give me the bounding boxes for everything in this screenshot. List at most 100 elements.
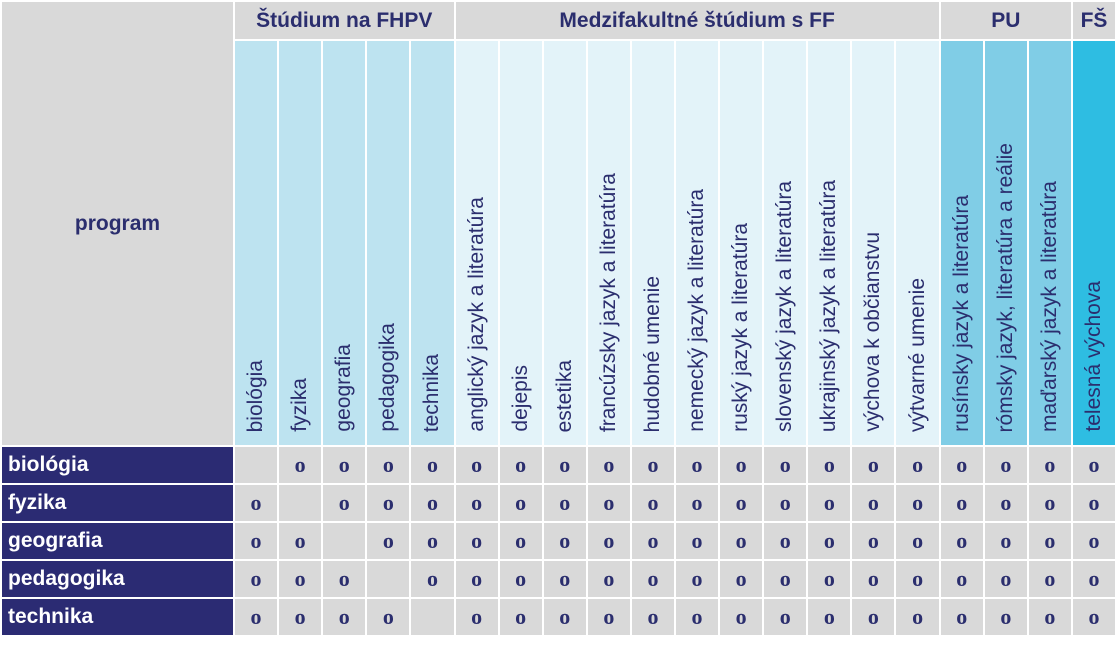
combination-cell: o <box>629 445 677 485</box>
subject-column-header: rusínsky jazyk a literatúra <box>938 39 985 447</box>
combination-cell <box>232 445 280 485</box>
combination-cell: o <box>673 483 721 523</box>
subject-column-label: rómsky jazyk, literatúra a reálie <box>993 142 1017 432</box>
combination-cell: o <box>1026 597 1073 637</box>
program-corner-label: program <box>0 0 235 447</box>
combination-cell: o <box>453 445 500 485</box>
combination-cell: o <box>982 521 1029 561</box>
combination-cell: o <box>321 597 368 637</box>
combination-cell: o <box>938 445 985 485</box>
combination-cell: o <box>1070 483 1115 523</box>
combination-cell: o <box>718 521 765 561</box>
row-program-label: biológia <box>0 445 235 485</box>
combination-cell: o <box>585 597 632 637</box>
combination-cell: o <box>497 559 544 599</box>
combination-cell: o <box>850 521 897 561</box>
row-program-label: technika <box>0 597 235 637</box>
combination-cell: o <box>894 597 941 637</box>
combination-cell: o <box>232 559 280 599</box>
subject-column-label: hudobné umenie <box>640 275 664 432</box>
combination-cell: o <box>232 521 280 561</box>
combination-cell: o <box>629 521 677 561</box>
subject-column-label: telesná výchova <box>1082 281 1106 432</box>
combination-cell: o <box>585 559 632 599</box>
combination-cell: o <box>718 559 765 599</box>
combination-cell: o <box>850 483 897 523</box>
combination-cell: o <box>982 559 1029 599</box>
subject-column-label: maďarský jazyk a literatúra <box>1037 181 1061 432</box>
subject-column-header: nemecký jazyk a literatúra <box>673 39 721 447</box>
combination-cell: o <box>453 521 500 561</box>
subject-column-header: ukrajinský jazyk a literatúra <box>806 39 853 447</box>
subject-column-label: ukrajinský jazyk a literatúra <box>817 179 841 432</box>
table-row: technika o o o o o o o o o o o o o o o o o o o <box>0 597 1115 637</box>
faculty-group-header: FŠ <box>1070 0 1115 41</box>
combination-cell: o <box>673 445 721 485</box>
combination-cell: o <box>277 521 324 561</box>
combination-cell: o <box>1070 559 1115 599</box>
subject-column-header: výchova k občianstvu <box>850 39 897 447</box>
combination-cell: o <box>629 559 677 599</box>
combination-cell: o <box>806 483 853 523</box>
combination-cell: o <box>497 445 544 485</box>
combination-cell: o <box>541 597 588 637</box>
combination-cell: o <box>938 521 985 561</box>
subject-column-label: biológia <box>244 359 268 432</box>
combination-cell: o <box>1070 597 1115 637</box>
combination-cell: o <box>585 521 632 561</box>
combination-cell: o <box>541 559 588 599</box>
subject-column-header: telesná výchova <box>1070 39 1115 447</box>
subject-column-label: ruský jazyk a literatúra <box>729 223 753 432</box>
subject-column-header: fyzika <box>277 39 324 447</box>
combination-cell: o <box>365 445 412 485</box>
combination-cell: o <box>850 559 897 599</box>
combination-cell: o <box>497 597 544 637</box>
faculty-group-header: Štúdium na FHPV <box>233 0 456 41</box>
combination-cell: o <box>806 521 853 561</box>
subject-column-header: biológia <box>232 39 280 447</box>
subject-column-label: slovenský jazyk a literatúra <box>773 181 797 432</box>
combination-cell: o <box>938 597 985 637</box>
subject-column-label: nemecký jazyk a literatúra <box>685 189 709 432</box>
combination-cell: o <box>585 483 632 523</box>
combination-cell: o <box>277 445 324 485</box>
combination-cell: o <box>629 597 677 637</box>
combination-cell: o <box>718 483 765 523</box>
combination-cell: o <box>894 559 941 599</box>
combination-cell: o <box>1026 559 1073 599</box>
combination-cell: o <box>673 521 721 561</box>
combination-cell: o <box>762 483 809 523</box>
combination-cell: o <box>541 445 588 485</box>
table-row: geografia o o o o o o o o o o o o o o o o o o o <box>0 521 1115 561</box>
combination-cell: o <box>1026 521 1073 561</box>
combination-cell: o <box>806 559 853 599</box>
subject-column-header: francúzsky jazyk a literatúra <box>585 39 632 447</box>
combination-cell: o <box>673 597 721 637</box>
subject-column-label: pedagogika <box>376 323 400 432</box>
table-row: fyzika o o o o o o o o o o o o o o o o o o o <box>0 483 1115 523</box>
combination-cell: o <box>409 445 456 485</box>
combination-cell: o <box>365 483 412 523</box>
faculty-group-header: Medzifakultné štúdium s FF <box>453 0 941 41</box>
combination-cell: o <box>497 521 544 561</box>
combination-cell: o <box>541 483 588 523</box>
subject-column-label: francúzsky jazyk a literatúra <box>596 172 620 432</box>
subject-column-label: výchova k občianstvu <box>861 232 885 432</box>
combination-cell: o <box>321 445 368 485</box>
combination-cell: o <box>1026 445 1073 485</box>
subject-column-label: fyzika <box>288 378 312 432</box>
table-row: pedagogika o o o o o o o o o o o o o o o o o o o <box>0 559 1115 599</box>
combination-cell: o <box>762 521 809 561</box>
combination-cell: o <box>365 521 412 561</box>
combination-cell: o <box>982 445 1029 485</box>
combination-cell: o <box>1026 483 1073 523</box>
combination-cell: o <box>938 559 985 599</box>
combination-cell: o <box>629 483 677 523</box>
row-program-label: geografia <box>0 521 235 561</box>
combination-cell: o <box>1070 521 1115 561</box>
faculty-group-header-row: program Štúdium na FHPV Medzifakultné štú… <box>0 0 1115 447</box>
combination-cell: o <box>321 483 368 523</box>
subject-header-row: biológia fyzika geografia pedagogika technik… <box>1 39 1115 447</box>
combination-cell: o <box>497 483 544 523</box>
